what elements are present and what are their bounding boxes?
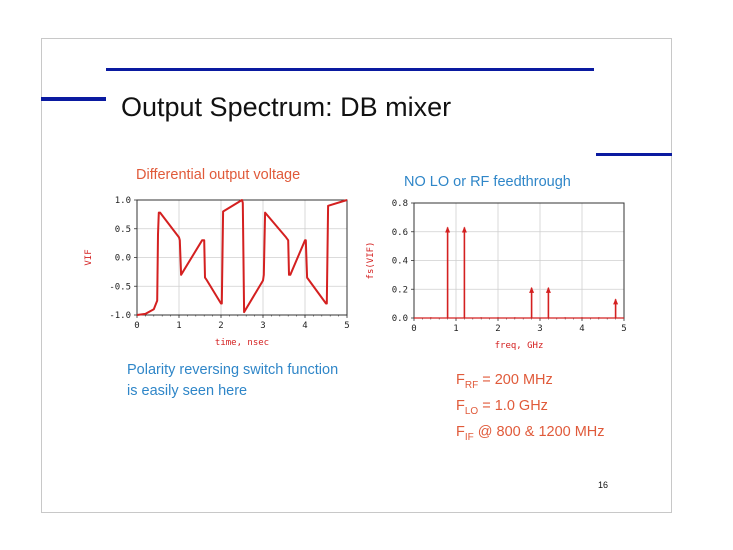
formula-lo: FLO = 1.0 GHz xyxy=(456,396,605,422)
formula-value: = 200 MHz xyxy=(478,372,553,388)
polarity-note-line1: Polarity reversing switch function xyxy=(127,362,339,378)
top-rule xyxy=(106,68,594,71)
left-title-accent xyxy=(41,97,106,101)
formula-value: @ 800 & 1200 MHz xyxy=(473,424,605,440)
formula-rf: FRF = 200 MHz xyxy=(456,370,605,396)
left-chart-caption: Differential output voltage xyxy=(136,167,301,183)
formula-subscript: RF xyxy=(464,380,479,391)
polarity-note-line2: is easily seen here xyxy=(127,383,248,399)
polarity-note: Polarity reversing switch function is ea… xyxy=(127,360,338,402)
formula-if: FIF @ 800 & 1200 MHz xyxy=(456,422,605,448)
slide-title: Output Spectrum: DB mixer xyxy=(121,92,452,122)
formula-value: = 1.0 GHz xyxy=(478,398,548,414)
right-rule xyxy=(596,153,672,156)
formula-symbol: F xyxy=(456,398,465,414)
right-chart-caption: NO LO or RF feedthrough xyxy=(404,174,571,190)
page-number: 16 xyxy=(598,480,609,490)
formula-subscript: LO xyxy=(464,406,479,417)
formula-subscript: IF xyxy=(464,432,474,443)
frequency-formulas: FRF = 200 MHz FLO = 1.0 GHz FIF @ 800 & 12… xyxy=(456,370,605,448)
formula-symbol: F xyxy=(456,424,465,440)
formula-symbol: F xyxy=(456,372,465,388)
